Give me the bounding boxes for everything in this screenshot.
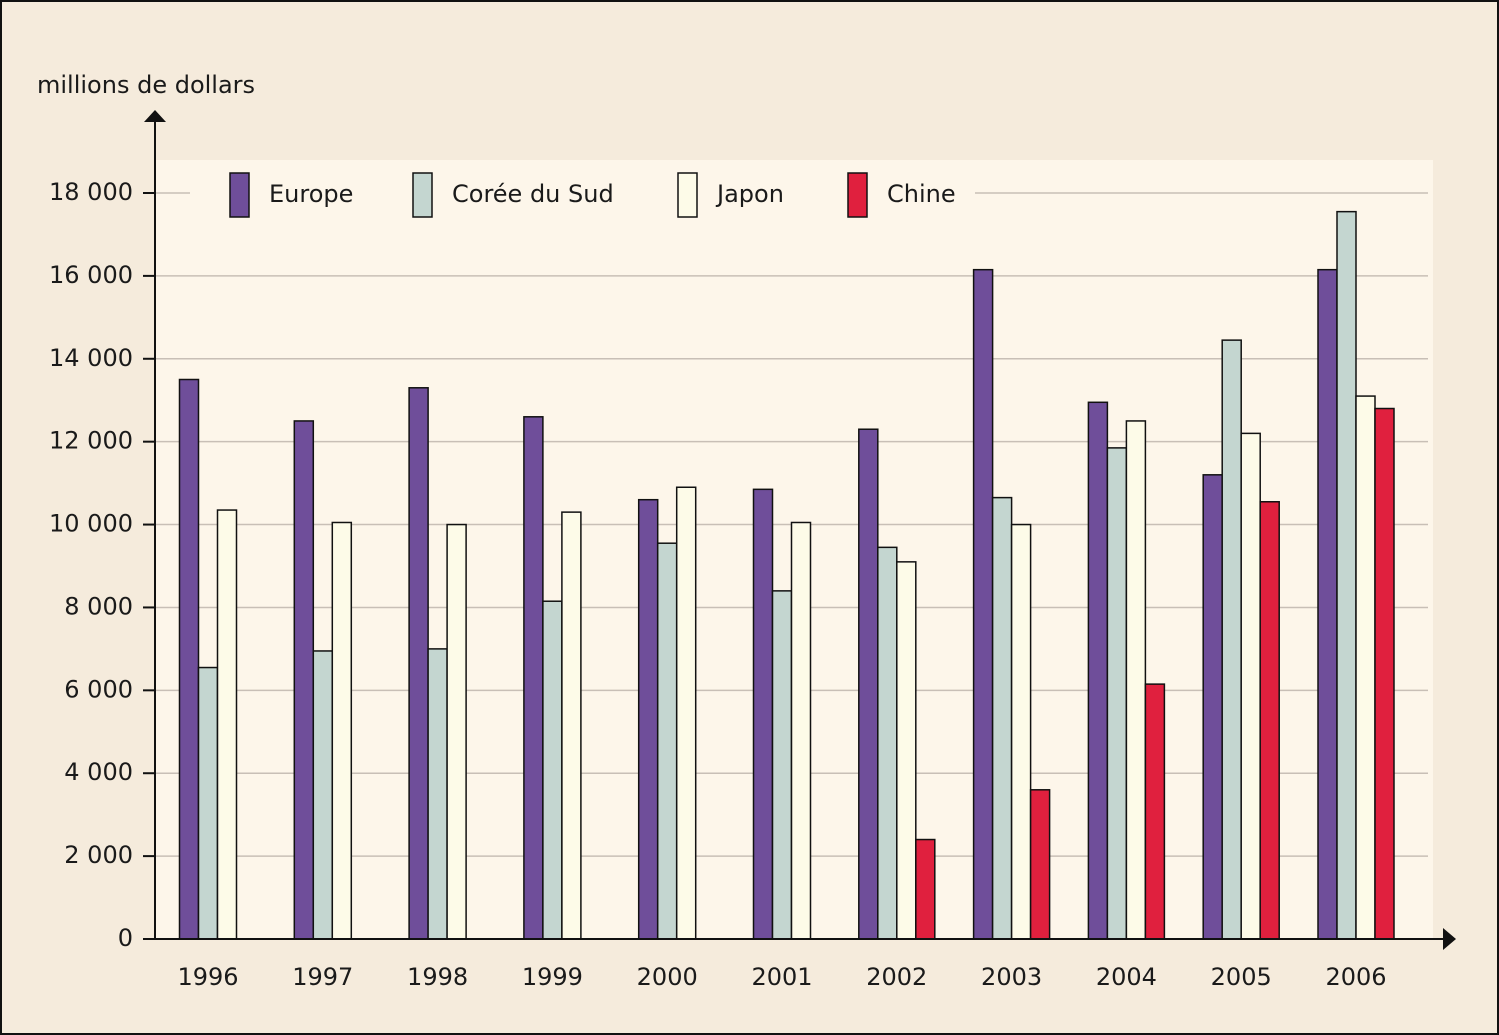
legend-swatch xyxy=(847,172,868,218)
legend-label: Chine xyxy=(887,180,956,208)
legend-label: Corée du Sud xyxy=(452,180,614,208)
bar xyxy=(312,650,334,940)
bar xyxy=(896,561,917,940)
legend-swatch xyxy=(677,172,698,218)
bar xyxy=(523,416,544,940)
bar xyxy=(1029,789,1051,940)
bar xyxy=(1240,432,1261,940)
bar xyxy=(561,511,582,940)
y-axis-arrow xyxy=(144,110,166,122)
y-tick-label: 2 000 xyxy=(64,841,133,869)
y-tick-label: 12 000 xyxy=(49,427,133,455)
bar xyxy=(408,387,429,940)
bar xyxy=(446,523,467,940)
bar xyxy=(293,420,315,940)
x-tick-label: 2000 xyxy=(637,963,698,991)
x-axis-arrow xyxy=(1443,928,1456,950)
bar xyxy=(178,378,200,940)
bar xyxy=(197,666,219,940)
bar xyxy=(790,521,812,940)
bar xyxy=(858,428,879,940)
bar xyxy=(427,648,448,940)
legend-label: Japon xyxy=(715,180,784,208)
y-tick-label: 8 000 xyxy=(64,592,133,620)
legend-background xyxy=(190,170,975,220)
bar xyxy=(1144,683,1166,940)
y-tick-label: 6 000 xyxy=(64,675,133,703)
bar xyxy=(1317,268,1338,940)
bar xyxy=(331,521,353,940)
y-tick-label: 4 000 xyxy=(64,758,133,786)
x-tick-label: 2003 xyxy=(981,963,1042,991)
bar xyxy=(675,486,697,940)
bar xyxy=(1125,420,1147,940)
bar xyxy=(752,488,774,940)
y-tick-label: 16 000 xyxy=(49,261,133,289)
legend-swatch xyxy=(229,172,250,218)
x-tick-label: 1999 xyxy=(522,963,583,991)
x-tick-label: 2005 xyxy=(1211,963,1272,991)
y-tick-label: 14 000 xyxy=(49,344,133,372)
bar xyxy=(1374,407,1395,940)
x-tick-label: 1997 xyxy=(292,963,353,991)
bar xyxy=(1106,447,1128,940)
bar xyxy=(877,546,898,940)
bar xyxy=(1355,395,1376,940)
y-axis-title: millions de dollars xyxy=(37,71,255,99)
bar xyxy=(1221,339,1242,940)
bar xyxy=(1087,401,1109,940)
bar xyxy=(637,498,659,940)
bar xyxy=(1202,474,1223,940)
x-tick-label: 2006 xyxy=(1325,963,1386,991)
bar xyxy=(656,542,678,940)
y-tick-label: 0 xyxy=(118,924,133,952)
x-tick-label: 1998 xyxy=(407,963,468,991)
bar xyxy=(991,496,1013,940)
bar xyxy=(1010,523,1032,940)
bar xyxy=(216,509,238,940)
y-tick-label: 10 000 xyxy=(49,510,133,538)
bar xyxy=(771,590,793,940)
y-tick-label: 18 000 xyxy=(49,178,133,206)
x-tick-label: 1996 xyxy=(177,963,238,991)
bar xyxy=(915,838,936,940)
legend-swatch xyxy=(412,172,433,218)
legend-label: Europe xyxy=(269,180,353,208)
x-tick-label: 2001 xyxy=(751,963,812,991)
bar xyxy=(972,268,994,940)
x-tick-label: 2004 xyxy=(1096,963,1157,991)
bar xyxy=(1259,501,1280,940)
x-tick-label: 2002 xyxy=(866,963,927,991)
bar xyxy=(1336,210,1357,940)
bar xyxy=(542,600,563,940)
